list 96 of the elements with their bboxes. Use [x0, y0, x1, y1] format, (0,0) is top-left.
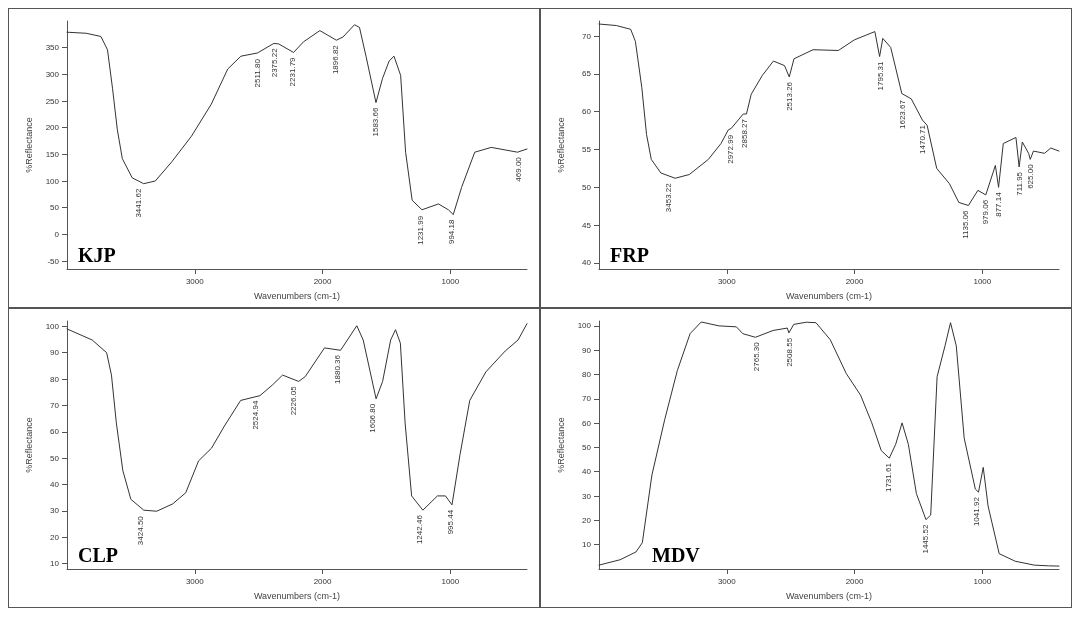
y-tick-label: 60	[50, 427, 60, 437]
y-tick-label: 50	[582, 182, 592, 192]
y-tick-label: 50	[50, 203, 60, 213]
y-tick-label: 70	[582, 394, 592, 404]
annotation: 1445.52	[920, 524, 930, 554]
x-tick-label: 3000	[717, 576, 737, 586]
annotation: 2513.26	[784, 81, 794, 111]
y-tick-label: 20	[582, 515, 592, 525]
y-tick-label: 10	[50, 559, 60, 569]
annotation: 1896.82	[331, 44, 341, 75]
text: CLP	[78, 544, 118, 566]
y-tick-label: 30	[50, 506, 60, 516]
y-tick-label: -50	[47, 256, 60, 266]
annotation: 2511.80	[252, 58, 262, 88]
text: FRP	[610, 244, 649, 266]
annotation: 1880.36	[333, 354, 343, 384]
line-series	[66, 323, 528, 512]
annotation: 994.18	[446, 219, 456, 245]
y-tick-label: 150	[45, 149, 60, 159]
y-tick-label: 200	[45, 123, 60, 133]
y-tick-label: 40	[582, 467, 592, 477]
x-tick-label: 1000	[973, 576, 992, 586]
y-tick-label: 60	[582, 418, 592, 428]
annotation: 2508.55	[785, 337, 795, 367]
annotation: 1606.80	[368, 403, 378, 433]
y-axis-title: %Reflectance	[23, 417, 34, 473]
x-tick-label: 2000	[845, 276, 864, 286]
x-tick-label: 2000	[845, 576, 864, 586]
x-tick-label: 2000	[313, 276, 332, 286]
annotation: 2972.99	[725, 134, 735, 164]
y-tick-label: 100	[45, 176, 60, 186]
x-tick-label: 2000	[313, 576, 332, 586]
y-tick-label: 30	[582, 491, 592, 501]
y-tick-label: 20	[50, 532, 60, 542]
y-tick-label: 80	[50, 374, 60, 384]
annotation: 995.44	[446, 509, 456, 535]
annotation: 2375.22	[270, 47, 280, 78]
y-tick-label: 80	[582, 369, 592, 379]
x-axis-title: Wavenumbers (cm-1)	[253, 590, 341, 601]
x-tick-label: 1000	[441, 276, 460, 286]
annotation: 1795.31	[876, 60, 886, 91]
y-tick-label: 300	[45, 69, 60, 79]
annotation: 469.00	[513, 156, 523, 182]
x-axis-title: Wavenumbers (cm-1)	[785, 290, 873, 301]
annotation: 1135.06	[960, 209, 970, 239]
text: MDV	[652, 544, 701, 566]
y-tick-label: 40	[50, 480, 60, 490]
x-tick-label: 3000	[185, 276, 205, 286]
annotation: 1583.66	[371, 107, 381, 137]
annotation: 3441.62	[133, 188, 143, 218]
x-tick-label: 3000	[717, 276, 737, 286]
x-tick-label: 1000	[441, 576, 460, 586]
y-tick-label: 0	[54, 229, 60, 239]
annotation: 2858.27	[740, 118, 750, 148]
annotation: 877.14	[993, 191, 1003, 217]
line-series	[66, 24, 528, 216]
y-axis-title: %Reflectance	[555, 117, 566, 173]
y-tick-label: 70	[50, 400, 60, 410]
annotation: 1041.92	[972, 496, 982, 527]
x-tick-label: 3000	[185, 576, 205, 586]
text: KJP	[78, 244, 116, 266]
y-tick-label: 45	[582, 220, 592, 230]
annotation: 3453.22	[664, 182, 674, 213]
annotation: 1231.99	[416, 215, 426, 245]
annotation: 2231.79	[288, 56, 298, 87]
annotation: 1623.67	[898, 99, 908, 130]
annotation: 1470.71	[917, 124, 927, 154]
annotation: 2226.05	[289, 385, 299, 416]
annotation: 1731.61	[884, 462, 894, 493]
y-axis-title: %Reflectance	[23, 117, 34, 173]
y-tick-label: 50	[50, 453, 60, 463]
y-tick-label: 100	[577, 321, 592, 331]
x-axis-title: Wavenumbers (cm-1)	[785, 590, 873, 601]
y-tick-label: 55	[582, 145, 592, 155]
y-tick-label: 50	[582, 442, 592, 452]
y-tick-label: 90	[582, 345, 592, 355]
y-tick-label: 60	[582, 107, 592, 117]
annotation: 979.06	[980, 199, 990, 225]
x-tick-label: 1000	[973, 276, 992, 286]
y-tick-label: 40	[582, 258, 592, 268]
y-tick-label: 350	[45, 43, 60, 53]
y-tick-label: 100	[45, 321, 60, 331]
y-axis-title: %Reflectance	[555, 417, 566, 473]
y-tick-label: 250	[45, 96, 60, 106]
annotation: 711.95	[1014, 171, 1024, 196]
annotation: 1242.46	[414, 514, 424, 545]
annotation: 2765.30	[752, 341, 762, 372]
annotation: 3424.50	[135, 515, 145, 546]
x-axis-title: Wavenumbers (cm-1)	[253, 290, 341, 301]
annotation: 625.00	[1025, 163, 1035, 189]
y-tick-label: 10	[582, 540, 592, 550]
y-tick-label: 65	[582, 69, 592, 79]
line-series	[598, 321, 1060, 567]
y-tick-label: 70	[582, 31, 592, 41]
annotation: 2524.94	[250, 400, 260, 430]
y-tick-label: 90	[50, 348, 60, 358]
